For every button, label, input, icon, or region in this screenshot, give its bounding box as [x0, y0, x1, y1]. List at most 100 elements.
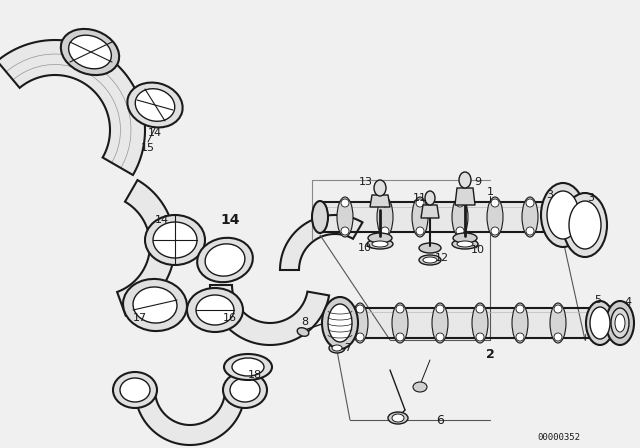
Polygon shape: [0, 40, 145, 175]
Text: 9: 9: [474, 177, 481, 187]
Ellipse shape: [512, 303, 528, 343]
Ellipse shape: [550, 206, 564, 228]
Ellipse shape: [452, 239, 478, 249]
Ellipse shape: [135, 89, 175, 121]
Ellipse shape: [412, 197, 428, 237]
Polygon shape: [455, 188, 475, 205]
Ellipse shape: [392, 303, 408, 343]
Ellipse shape: [606, 301, 634, 345]
Ellipse shape: [356, 333, 364, 341]
Ellipse shape: [224, 354, 272, 380]
Ellipse shape: [476, 333, 484, 341]
Polygon shape: [370, 195, 390, 207]
Text: 17: 17: [133, 313, 147, 323]
Ellipse shape: [327, 307, 343, 339]
Ellipse shape: [425, 191, 435, 205]
Ellipse shape: [196, 295, 234, 325]
Ellipse shape: [416, 199, 424, 207]
Ellipse shape: [368, 233, 392, 243]
Text: 14: 14: [148, 128, 162, 138]
Polygon shape: [210, 285, 329, 345]
Ellipse shape: [554, 305, 562, 313]
Text: 00000352: 00000352: [537, 434, 580, 443]
Ellipse shape: [123, 279, 187, 331]
Ellipse shape: [436, 333, 444, 341]
Ellipse shape: [436, 305, 444, 313]
Ellipse shape: [550, 303, 566, 343]
Ellipse shape: [491, 227, 499, 235]
Ellipse shape: [563, 193, 607, 257]
Ellipse shape: [476, 305, 484, 313]
Text: 11: 11: [413, 193, 427, 203]
Polygon shape: [320, 202, 555, 232]
Text: 14: 14: [155, 215, 169, 225]
Ellipse shape: [456, 227, 464, 235]
Ellipse shape: [341, 227, 349, 235]
Ellipse shape: [312, 201, 328, 233]
Ellipse shape: [356, 305, 364, 313]
Text: 7: 7: [344, 343, 351, 353]
Ellipse shape: [413, 382, 427, 392]
Ellipse shape: [337, 197, 353, 237]
Text: 3: 3: [547, 190, 554, 200]
Ellipse shape: [381, 199, 389, 207]
Text: 5: 5: [595, 295, 602, 305]
Text: 10: 10: [358, 243, 372, 253]
Ellipse shape: [590, 307, 610, 339]
Text: 1: 1: [486, 187, 493, 197]
Ellipse shape: [423, 257, 437, 263]
Ellipse shape: [419, 255, 441, 265]
Ellipse shape: [187, 288, 243, 332]
Ellipse shape: [197, 238, 253, 282]
Ellipse shape: [472, 303, 488, 343]
Text: 10: 10: [471, 245, 485, 255]
Text: 18: 18: [248, 370, 262, 380]
Ellipse shape: [374, 180, 386, 196]
Ellipse shape: [522, 197, 538, 237]
Text: 3: 3: [588, 193, 595, 203]
Ellipse shape: [377, 197, 393, 237]
Ellipse shape: [153, 222, 197, 258]
Ellipse shape: [372, 241, 388, 247]
Ellipse shape: [611, 308, 629, 338]
Ellipse shape: [459, 172, 471, 188]
Ellipse shape: [223, 372, 267, 408]
Text: 15: 15: [141, 143, 155, 153]
Ellipse shape: [367, 239, 393, 249]
Ellipse shape: [516, 333, 524, 341]
Text: 6: 6: [436, 414, 444, 426]
Ellipse shape: [615, 314, 625, 332]
Ellipse shape: [388, 412, 408, 424]
Ellipse shape: [230, 378, 260, 402]
Ellipse shape: [329, 343, 345, 353]
Ellipse shape: [322, 297, 358, 349]
Ellipse shape: [545, 201, 565, 233]
Ellipse shape: [419, 243, 441, 253]
Ellipse shape: [113, 372, 157, 408]
Ellipse shape: [547, 191, 579, 239]
Text: 2: 2: [486, 349, 494, 362]
Ellipse shape: [127, 82, 182, 127]
Ellipse shape: [526, 199, 534, 207]
Ellipse shape: [453, 233, 477, 243]
Ellipse shape: [491, 199, 499, 207]
Text: 16: 16: [223, 313, 237, 323]
Polygon shape: [135, 390, 245, 445]
Ellipse shape: [232, 358, 264, 376]
Text: 14: 14: [220, 213, 240, 227]
Ellipse shape: [68, 35, 111, 69]
Ellipse shape: [452, 197, 468, 237]
Text: 4: 4: [625, 297, 632, 307]
Ellipse shape: [456, 199, 464, 207]
Ellipse shape: [133, 287, 177, 323]
Text: 8: 8: [301, 317, 308, 327]
Ellipse shape: [541, 183, 585, 247]
Ellipse shape: [120, 378, 150, 402]
Ellipse shape: [396, 305, 404, 313]
Text: 12: 12: [435, 253, 449, 263]
Ellipse shape: [341, 199, 349, 207]
Polygon shape: [421, 205, 439, 218]
Ellipse shape: [457, 241, 473, 247]
Ellipse shape: [205, 244, 245, 276]
Ellipse shape: [297, 328, 309, 336]
